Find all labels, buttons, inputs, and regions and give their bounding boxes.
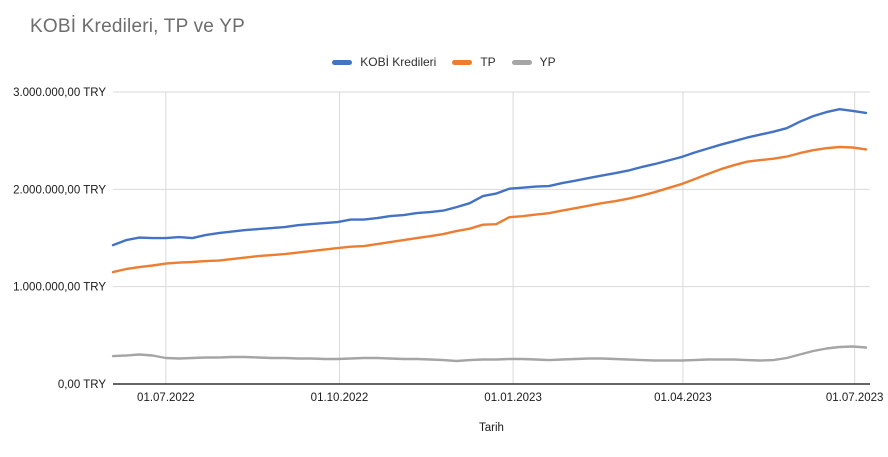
legend-item-tp[interactable]: TP [452,55,496,69]
y-tick-label: 2.000.000,00 TRY [13,184,106,196]
legend-swatch-gray-icon [511,59,532,65]
x-tick-label: 01.10.2022 [311,392,369,404]
legend-item-yp[interactable]: YP [511,55,556,69]
x-tick-label: 01.07.2023 [826,392,884,404]
x-tick-label: 01.01.2023 [484,392,542,404]
x-axis-title: Tarih [479,422,504,434]
legend-item-kobi-kredileri[interactable]: KOBİ Kredileri [332,55,436,69]
legend-swatch-orange-icon [452,59,473,65]
legend-label: YP [539,55,556,69]
legend-swatch-blue-icon [332,59,353,65]
y-tick-label: 0,00 TRY [58,379,106,391]
series-line-kobi-kredileri [111,107,868,247]
x-tick-label: 01.07.2022 [137,392,195,404]
y-tick-label: 3.000.000,00 TRY [13,87,106,99]
chart-legend: KOBİ Kredileri TP YP [0,55,888,69]
chart-title: KOBİ Kredileri, TP ve YP [30,16,245,37]
legend-label: KOBİ Kredileri [360,55,437,69]
legend-label: TP [480,55,496,69]
x-tick-label: 01.04.2023 [654,392,712,404]
y-tick-label: 1.000.000,00 TRY [13,282,106,294]
series-line-yp [111,345,868,363]
series-line-tp [111,145,868,274]
